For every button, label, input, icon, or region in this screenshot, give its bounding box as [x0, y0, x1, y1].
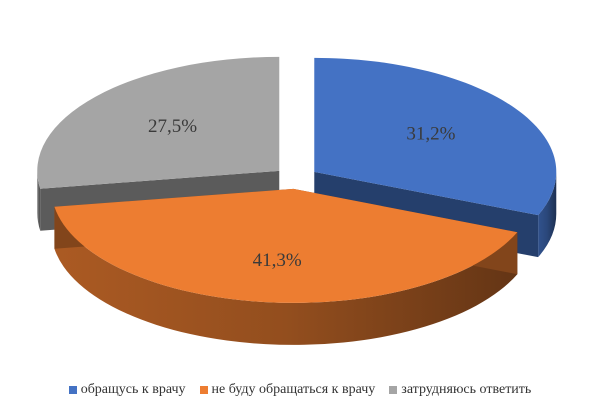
slice-top-0 — [314, 57, 557, 216]
legend: обращусь к врачу не буду обращаться к вр… — [0, 378, 600, 402]
legend-swatch-1 — [199, 386, 208, 394]
data-label-2: 27,5% — [148, 116, 197, 137]
data-label-0: 31,2% — [406, 124, 455, 145]
legend-item-2: затрудняюсь ответить — [389, 382, 531, 398]
legend-item-0: обращусь к врачу — [68, 382, 186, 398]
slice-side-1 — [54, 206, 518, 345]
pie-labels: 31,2% 41,3% 27,5% — [148, 116, 456, 271]
slice-side-2 — [37, 170, 41, 231]
legend-swatch-2 — [389, 386, 398, 394]
legend-label-0: обращусь к врачу — [80, 382, 186, 397]
legend-item-1: не буду обращаться к врачу — [199, 382, 376, 398]
legend-label-1: не буду обращаться к врачу — [211, 382, 376, 397]
legend-swatch-0 — [68, 386, 77, 394]
legend-label-2: затрудняюсь ответить — [401, 382, 532, 397]
slice-side-0 — [538, 171, 557, 258]
slice-top-2 — [37, 56, 280, 189]
data-label-1: 41,3% — [253, 250, 302, 271]
slice-top-1 — [54, 188, 518, 303]
pie-tops — [37, 56, 557, 303]
